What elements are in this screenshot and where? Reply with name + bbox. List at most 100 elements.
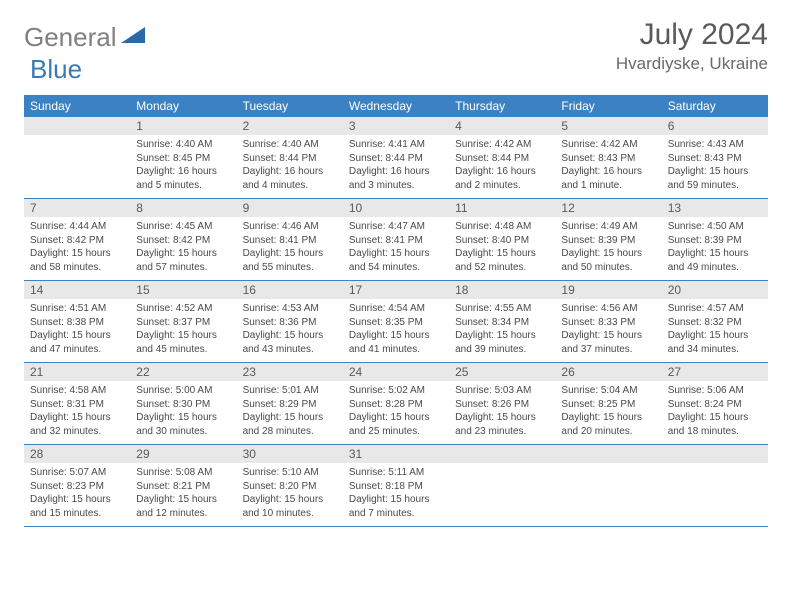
day-details: Sunrise: 4:56 AMSunset: 8:33 PMDaylight:… (555, 299, 661, 362)
day-number: 9 (237, 199, 343, 217)
day-number: 14 (24, 281, 130, 299)
day-details: Sunrise: 5:08 AMSunset: 8:21 PMDaylight:… (130, 463, 236, 526)
day-number: 2 (237, 117, 343, 135)
day-number: 12 (555, 199, 661, 217)
month-title: July 2024 (616, 18, 768, 52)
day-header: Friday (555, 95, 661, 117)
day-header: Sunday (24, 95, 130, 117)
day-cell: 4Sunrise: 4:42 AMSunset: 8:44 PMDaylight… (449, 117, 555, 199)
day-number: 20 (662, 281, 768, 299)
day-cell: 19Sunrise: 4:56 AMSunset: 8:33 PMDayligh… (555, 281, 661, 363)
logo: General (24, 22, 147, 53)
day-number: 15 (130, 281, 236, 299)
day-details: Sunrise: 4:48 AMSunset: 8:40 PMDaylight:… (449, 217, 555, 280)
day-number: 24 (343, 363, 449, 381)
day-cell: 22Sunrise: 5:00 AMSunset: 8:30 PMDayligh… (130, 363, 236, 445)
calendar-week: 28Sunrise: 5:07 AMSunset: 8:23 PMDayligh… (24, 445, 768, 527)
empty-day-number (555, 445, 661, 463)
day-details: Sunrise: 5:07 AMSunset: 8:23 PMDaylight:… (24, 463, 130, 526)
day-details: Sunrise: 5:06 AMSunset: 8:24 PMDaylight:… (662, 381, 768, 444)
day-cell: 3Sunrise: 4:41 AMSunset: 8:44 PMDaylight… (343, 117, 449, 199)
day-number: 29 (130, 445, 236, 463)
day-details: Sunrise: 4:53 AMSunset: 8:36 PMDaylight:… (237, 299, 343, 362)
day-cell (24, 117, 130, 199)
day-number: 30 (237, 445, 343, 463)
day-number: 5 (555, 117, 661, 135)
day-details: Sunrise: 4:55 AMSunset: 8:34 PMDaylight:… (449, 299, 555, 362)
day-number: 26 (555, 363, 661, 381)
day-cell: 17Sunrise: 4:54 AMSunset: 8:35 PMDayligh… (343, 281, 449, 363)
day-number: 16 (237, 281, 343, 299)
day-details: Sunrise: 5:03 AMSunset: 8:26 PMDaylight:… (449, 381, 555, 444)
day-details: Sunrise: 4:50 AMSunset: 8:39 PMDaylight:… (662, 217, 768, 280)
day-number: 18 (449, 281, 555, 299)
day-header: Wednesday (343, 95, 449, 117)
day-cell: 27Sunrise: 5:06 AMSunset: 8:24 PMDayligh… (662, 363, 768, 445)
day-cell: 31Sunrise: 5:11 AMSunset: 8:18 PMDayligh… (343, 445, 449, 527)
day-cell: 23Sunrise: 5:01 AMSunset: 8:29 PMDayligh… (237, 363, 343, 445)
day-details: Sunrise: 4:54 AMSunset: 8:35 PMDaylight:… (343, 299, 449, 362)
calendar-week: 1Sunrise: 4:40 AMSunset: 8:45 PMDaylight… (24, 117, 768, 199)
day-header: Saturday (662, 95, 768, 117)
day-details: Sunrise: 4:51 AMSunset: 8:38 PMDaylight:… (24, 299, 130, 362)
day-cell: 25Sunrise: 5:03 AMSunset: 8:26 PMDayligh… (449, 363, 555, 445)
day-details: Sunrise: 5:01 AMSunset: 8:29 PMDaylight:… (237, 381, 343, 444)
day-cell: 29Sunrise: 5:08 AMSunset: 8:21 PMDayligh… (130, 445, 236, 527)
day-cell: 10Sunrise: 4:47 AMSunset: 8:41 PMDayligh… (343, 199, 449, 281)
day-cell: 6Sunrise: 4:43 AMSunset: 8:43 PMDaylight… (662, 117, 768, 199)
day-details: Sunrise: 4:58 AMSunset: 8:31 PMDaylight:… (24, 381, 130, 444)
day-cell: 12Sunrise: 4:49 AMSunset: 8:39 PMDayligh… (555, 199, 661, 281)
day-cell: 24Sunrise: 5:02 AMSunset: 8:28 PMDayligh… (343, 363, 449, 445)
day-cell: 9Sunrise: 4:46 AMSunset: 8:41 PMDaylight… (237, 199, 343, 281)
day-header: Tuesday (237, 95, 343, 117)
day-cell: 21Sunrise: 4:58 AMSunset: 8:31 PMDayligh… (24, 363, 130, 445)
day-details: Sunrise: 4:46 AMSunset: 8:41 PMDaylight:… (237, 217, 343, 280)
day-details: Sunrise: 4:47 AMSunset: 8:41 PMDaylight:… (343, 217, 449, 280)
logo-text-general: General (24, 22, 117, 53)
calendar-body: 1Sunrise: 4:40 AMSunset: 8:45 PMDaylight… (24, 117, 768, 527)
day-cell: 2Sunrise: 4:40 AMSunset: 8:44 PMDaylight… (237, 117, 343, 199)
day-number: 1 (130, 117, 236, 135)
day-number: 25 (449, 363, 555, 381)
day-header: Thursday (449, 95, 555, 117)
day-cell: 5Sunrise: 4:42 AMSunset: 8:43 PMDaylight… (555, 117, 661, 199)
day-details: Sunrise: 4:40 AMSunset: 8:44 PMDaylight:… (237, 135, 343, 198)
day-details: Sunrise: 5:10 AMSunset: 8:20 PMDaylight:… (237, 463, 343, 526)
day-header-row: SundayMondayTuesdayWednesdayThursdayFrid… (24, 95, 768, 117)
day-details: Sunrise: 4:42 AMSunset: 8:43 PMDaylight:… (555, 135, 661, 198)
day-cell: 20Sunrise: 4:57 AMSunset: 8:32 PMDayligh… (662, 281, 768, 363)
empty-day-number (24, 117, 130, 135)
empty-day-number (449, 445, 555, 463)
day-number: 22 (130, 363, 236, 381)
calendar-week: 21Sunrise: 4:58 AMSunset: 8:31 PMDayligh… (24, 363, 768, 445)
day-cell: 8Sunrise: 4:45 AMSunset: 8:42 PMDaylight… (130, 199, 236, 281)
day-details: Sunrise: 4:57 AMSunset: 8:32 PMDaylight:… (662, 299, 768, 362)
day-details: Sunrise: 4:44 AMSunset: 8:42 PMDaylight:… (24, 217, 130, 280)
day-details: Sunrise: 4:41 AMSunset: 8:44 PMDaylight:… (343, 135, 449, 198)
day-cell: 11Sunrise: 4:48 AMSunset: 8:40 PMDayligh… (449, 199, 555, 281)
day-cell: 7Sunrise: 4:44 AMSunset: 8:42 PMDaylight… (24, 199, 130, 281)
day-details: Sunrise: 4:45 AMSunset: 8:42 PMDaylight:… (130, 217, 236, 280)
day-number: 31 (343, 445, 449, 463)
calendar-week: 7Sunrise: 4:44 AMSunset: 8:42 PMDaylight… (24, 199, 768, 281)
day-cell: 16Sunrise: 4:53 AMSunset: 8:36 PMDayligh… (237, 281, 343, 363)
day-number: 23 (237, 363, 343, 381)
day-details: Sunrise: 4:42 AMSunset: 8:44 PMDaylight:… (449, 135, 555, 198)
day-cell: 13Sunrise: 4:50 AMSunset: 8:39 PMDayligh… (662, 199, 768, 281)
day-number: 19 (555, 281, 661, 299)
calendar-week: 14Sunrise: 4:51 AMSunset: 8:38 PMDayligh… (24, 281, 768, 363)
day-cell: 14Sunrise: 4:51 AMSunset: 8:38 PMDayligh… (24, 281, 130, 363)
day-cell: 15Sunrise: 4:52 AMSunset: 8:37 PMDayligh… (130, 281, 236, 363)
day-details: Sunrise: 4:43 AMSunset: 8:43 PMDaylight:… (662, 135, 768, 198)
day-details: Sunrise: 5:02 AMSunset: 8:28 PMDaylight:… (343, 381, 449, 444)
day-details: Sunrise: 4:40 AMSunset: 8:45 PMDaylight:… (130, 135, 236, 198)
calendar-table: SundayMondayTuesdayWednesdayThursdayFrid… (24, 95, 768, 527)
day-cell: 28Sunrise: 5:07 AMSunset: 8:23 PMDayligh… (24, 445, 130, 527)
day-cell: 18Sunrise: 4:55 AMSunset: 8:34 PMDayligh… (449, 281, 555, 363)
day-number: 10 (343, 199, 449, 217)
day-cell (662, 445, 768, 527)
day-number: 27 (662, 363, 768, 381)
day-number: 17 (343, 281, 449, 299)
day-cell (449, 445, 555, 527)
logo-triangle-icon (121, 25, 147, 50)
